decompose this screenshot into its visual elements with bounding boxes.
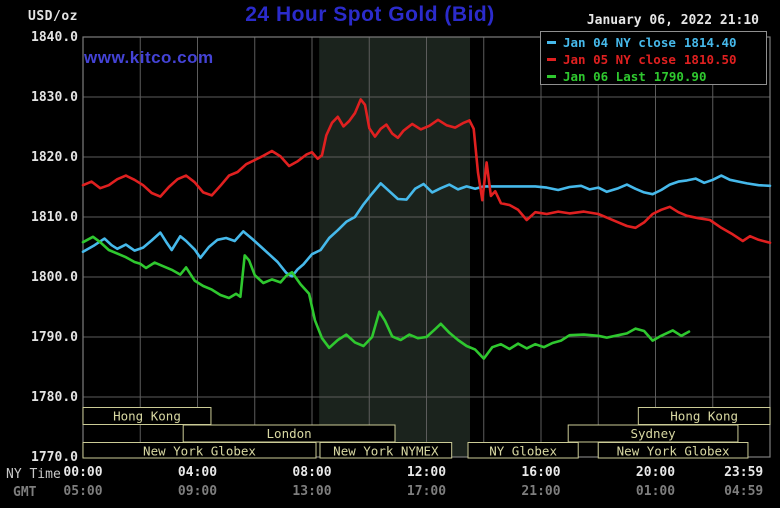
series-line-jan-05-ny-close-1810.50 bbox=[81, 98, 772, 245]
y-tick-label: 1790.0 bbox=[31, 330, 78, 345]
kitco-watermark: www.kitco.com bbox=[84, 48, 214, 67]
x-axis-row-label-gmt: GMT bbox=[13, 485, 37, 500]
legend-label: Jan 05 NY close bbox=[563, 52, 676, 67]
x-axis-row-label-ny-time: NY Time bbox=[6, 467, 61, 482]
x-tick-label-gmt: 04:59 bbox=[724, 484, 764, 499]
legend-value: 1810.50 bbox=[683, 52, 737, 67]
x-tick-label-gmt: 13:00 bbox=[292, 484, 332, 499]
x-tick-label-ny: 23:59 bbox=[724, 465, 764, 480]
x-tick-label-ny: 00:00 bbox=[63, 465, 103, 480]
x-tick-label-ny: 16:00 bbox=[521, 465, 561, 480]
session-label-new-york-globex: New York Globex bbox=[617, 444, 730, 459]
session-label-hong-kong: Hong Kong bbox=[670, 409, 738, 424]
legend-label: Jan 06 Last bbox=[563, 69, 646, 84]
session-bar-new-york-globex bbox=[597, 442, 749, 459]
legend-value: 1814.40 bbox=[683, 35, 737, 50]
x-tick-label-ny: 04:00 bbox=[177, 465, 218, 480]
session-label-hong-kong: Hong Kong bbox=[113, 409, 181, 424]
legend-value: 1790.90 bbox=[653, 69, 707, 84]
nymex-session-shade bbox=[319, 37, 471, 457]
y-tick-label: 1830.0 bbox=[31, 90, 78, 105]
y-tick-label: 1840.0 bbox=[31, 30, 78, 45]
x-tick-label-ny: 12:00 bbox=[406, 465, 447, 480]
legend-box: Jan 04 NY close 1814.40 Jan 05 NY close … bbox=[540, 31, 767, 85]
y-tick-label: 1770.0 bbox=[31, 450, 78, 465]
session-label-london: London bbox=[267, 426, 312, 441]
session-bar-new-york-globex bbox=[82, 442, 317, 459]
legend-label: Jan 04 NY close bbox=[563, 35, 676, 50]
legend-item-jan05: Jan 05 NY close 1810.50 bbox=[547, 51, 766, 68]
y-tick-label: 1780.0 bbox=[31, 390, 78, 405]
chart-datetime: January 06, 2022 21:10 bbox=[586, 13, 759, 28]
legend-item-jan04: Jan 04 NY close 1814.40 bbox=[547, 34, 766, 51]
series-line-jan-06-last-1790.90 bbox=[81, 235, 691, 360]
session-bar-hong-kong bbox=[82, 407, 212, 425]
x-tick-label-gmt: 17:00 bbox=[406, 484, 447, 499]
x-tick-label-gmt: 21:00 bbox=[521, 484, 561, 499]
cyan-line-marker-icon bbox=[547, 41, 556, 44]
session-bar-new-york-nymex bbox=[319, 442, 453, 459]
green-line-marker-icon bbox=[547, 75, 556, 78]
x-tick-label-gmt: 09:00 bbox=[177, 484, 218, 499]
x-tick-label-ny: 20:00 bbox=[635, 465, 676, 480]
x-tick-label-gmt: 05:00 bbox=[63, 484, 103, 499]
session-bar-ny-globex bbox=[467, 442, 579, 459]
session-label-sydney: Sydney bbox=[630, 426, 676, 441]
legend-item-jan06: Jan 06 Last 1790.90 bbox=[547, 68, 766, 85]
series-line-jan-04-ny-close-1814.40 bbox=[81, 174, 772, 278]
y-tick-label: 1800.0 bbox=[31, 270, 78, 285]
x-tick-label-ny: 08:00 bbox=[292, 465, 332, 480]
session-label-ny-globex: NY Globex bbox=[489, 444, 557, 459]
red-line-marker-icon bbox=[547, 58, 556, 61]
session-label-new-york-globex: New York Globex bbox=[143, 444, 256, 459]
y-tick-label: 1820.0 bbox=[31, 150, 78, 165]
session-label-new-york-nymex: New York NYMEX bbox=[333, 444, 439, 459]
x-tick-label-gmt: 01:00 bbox=[635, 484, 676, 499]
y-axis-units-label: USD/oz bbox=[28, 9, 78, 24]
chart-title: 24 Hour Spot Gold (Bid) bbox=[245, 3, 495, 26]
y-tick-label: 1810.0 bbox=[31, 210, 78, 225]
